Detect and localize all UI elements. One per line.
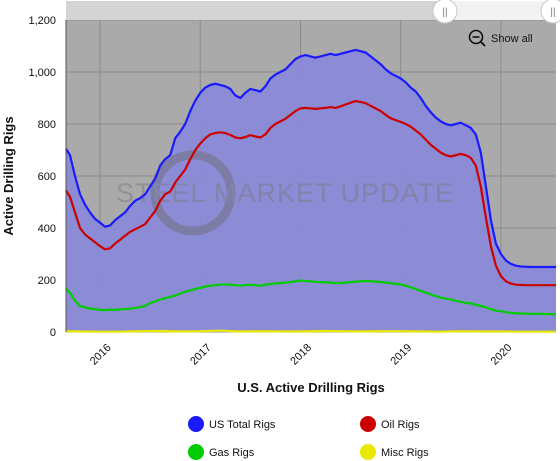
x-tick-label: 2017 [188, 342, 214, 368]
legend-label: Gas Rigs [209, 447, 255, 459]
handle-knob[interactable] [432, 0, 458, 24]
x-tick-label: 2020 [489, 342, 515, 368]
y-tick-label: 1,000 [28, 67, 56, 79]
y-tick-label: 600 [38, 171, 56, 183]
show-all-button[interactable]: Show all [468, 29, 533, 47]
legend-label: Oil Rigs [381, 419, 420, 431]
legend-item-us-total-rigs[interactable]: US Total Rigs [188, 416, 276, 432]
legend-item-gas-rigs[interactable]: Gas Rigs [188, 444, 255, 460]
handle-knob[interactable] [540, 0, 560, 24]
handle-grip-icon: || [550, 7, 555, 18]
navigator-handle-right[interactable]: || [540, 0, 560, 24]
legend-label: US Total Rigs [209, 419, 276, 431]
show-all-label: Show all [491, 33, 533, 45]
y-tick-label: 400 [38, 223, 56, 235]
y-tick-label: 1,200 [28, 15, 56, 27]
handle-grip-icon: || [442, 7, 447, 18]
legend-label: Misc Rigs [381, 447, 429, 459]
zoom-out-handle [480, 41, 486, 47]
total-area-fill [66, 49, 556, 333]
navigator-selection[interactable] [443, 1, 556, 20]
x-tick-label: 2019 [388, 342, 414, 368]
zoom-out-icon [468, 29, 484, 45]
series-line-gas-rigs [65, 279, 557, 316]
navigator-handle-left[interactable]: || [432, 0, 458, 24]
series-line-misc-rigs [65, 329, 556, 333]
y-tick-label: 800 [38, 119, 56, 131]
watermark-text: STEEL MARKET UPDATE [116, 178, 454, 208]
y-tick-label: 200 [38, 275, 56, 287]
x-tick-label: 2018 [288, 342, 314, 368]
series-line-oil-rigs [65, 99, 556, 287]
legend-item-oil-rigs[interactable]: Oil Rigs [360, 416, 420, 432]
legend-marker [188, 416, 204, 432]
y-axis-title: Active Drilling Rigs [1, 116, 16, 235]
y-tick-label: 0 [50, 327, 56, 339]
x-axis-title: U.S. Active Drilling Rigs [237, 380, 385, 395]
range-navigator[interactable]: || || [66, 0, 560, 24]
legend-marker [188, 444, 204, 460]
legend-marker [360, 416, 376, 432]
legend-item-misc-rigs[interactable]: Misc Rigs [360, 444, 429, 460]
series-line-us-total-rigs [65, 48, 556, 269]
legend-marker [360, 444, 376, 460]
x-tick-label: 2016 [88, 342, 114, 368]
